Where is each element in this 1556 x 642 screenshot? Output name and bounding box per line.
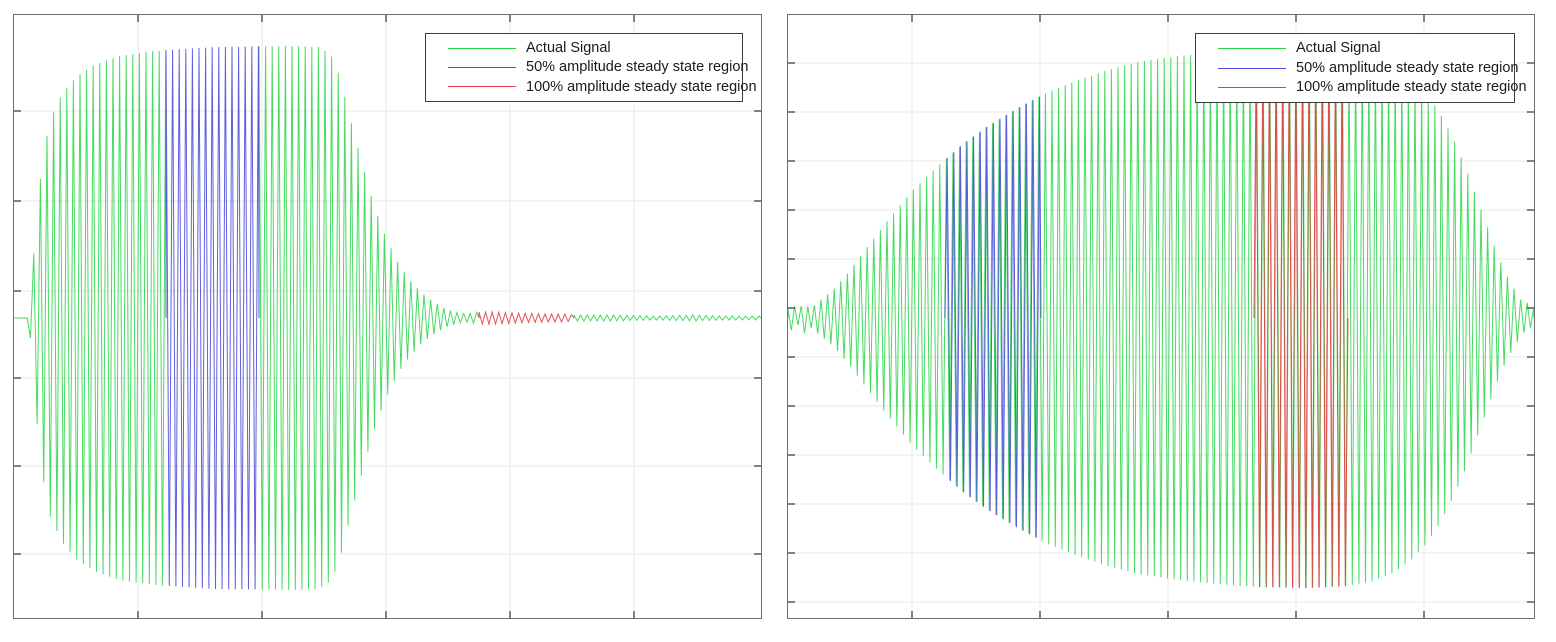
legend-item-actual-signal: Actual Signal — [1218, 41, 1514, 56]
legend-item-100-percent-region: 100% amplitude steady state region — [448, 80, 757, 95]
left-waveform-chart — [14, 15, 761, 618]
legend-label: 50% amplitude steady state region — [526, 59, 749, 76]
legend-label: 50% amplitude steady state region — [1296, 59, 1519, 76]
legend-line-swatch-red — [1218, 87, 1286, 89]
legend-label: Actual Signal — [526, 39, 611, 56]
legend-line-swatch-green — [1218, 47, 1286, 49]
left-axes — [13, 14, 762, 619]
legend-line-swatch-blue — [448, 67, 516, 68]
legend-item-actual-signal: Actual Signal — [448, 41, 742, 56]
legend-item-100-percent-region: 100% amplitude steady state region — [1218, 80, 1527, 95]
legend-line-swatch-blue — [1218, 67, 1286, 69]
legend-item-50-percent-region: 50% amplitude steady state region — [1218, 61, 1518, 76]
right-legend: Actual Signal 50% amplitude steady state… — [1195, 33, 1527, 103]
right-waveform-chart — [788, 15, 1534, 618]
legend-label: 100% amplitude steady state region — [526, 78, 757, 95]
right-axes — [787, 14, 1535, 619]
legend-line-swatch-green — [448, 47, 516, 49]
legend-item-50-percent-region: 50% amplitude steady state region — [448, 60, 748, 75]
legend-label: 100% amplitude steady state region — [1296, 79, 1527, 96]
left-legend: Actual Signal 50% amplitude steady state… — [425, 33, 757, 102]
legend-line-swatch-red — [448, 86, 516, 88]
legend-label: Actual Signal — [1296, 40, 1381, 57]
